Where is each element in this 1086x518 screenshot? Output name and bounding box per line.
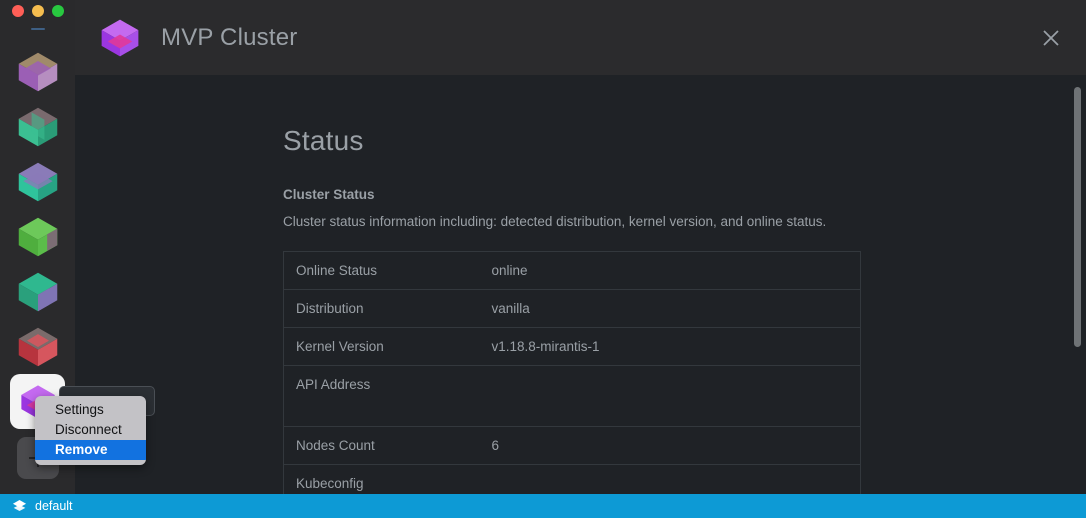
- section-description: Cluster status information including: de…: [283, 214, 827, 229]
- window-zoom-button[interactable]: [52, 5, 64, 17]
- cluster-context-menu: Settings Disconnect Remove: [35, 396, 146, 465]
- window-traffic-lights: [12, 5, 64, 17]
- table-cell-value: [479, 365, 861, 427]
- window-minimize-button[interactable]: [32, 5, 44, 17]
- table-row: Kernel Version v1.18.8-mirantis-1: [283, 327, 861, 366]
- table-cell-key: Kubeconfig: [283, 464, 480, 494]
- cube-icon: [18, 52, 57, 91]
- table-cell-key: Kernel Version: [283, 327, 480, 366]
- sidebar-hint-line: [30, 28, 45, 30]
- cube-icon: [18, 327, 57, 366]
- table-row: Online Status online: [284, 252, 861, 290]
- sidebar-item-cluster-5[interactable]: [10, 264, 65, 319]
- table-cell-key: Nodes Count: [283, 426, 480, 465]
- context-menu-item-settings[interactable]: Settings: [55, 402, 104, 417]
- table-row: Distribution vanilla: [283, 289, 861, 328]
- table-cell-key: Online Status: [296, 263, 378, 278]
- table-row: Kubeconfig: [283, 464, 861, 494]
- table-row: API Address: [283, 365, 861, 427]
- table-cell-value: 6: [479, 426, 861, 465]
- section-title: Cluster Status: [283, 187, 375, 202]
- header-bar: MVP Cluster: [75, 0, 1086, 75]
- table-cell-value: [479, 464, 861, 494]
- page-title: Status: [283, 125, 364, 156]
- cube-icon: [101, 19, 139, 56]
- cube-icon: [18, 272, 57, 311]
- sidebar-item-cluster-1[interactable]: [10, 44, 65, 99]
- table-cell-value: v1.18.8-mirantis-1: [479, 327, 861, 366]
- table-row: Nodes Count 6: [283, 426, 861, 465]
- sidebar-item-cluster-6[interactable]: [10, 319, 65, 374]
- context-menu-item-disconnect[interactable]: Disconnect: [55, 422, 122, 437]
- context-menu-item-remove[interactable]: Remove: [35, 440, 146, 460]
- vertical-scrollbar[interactable]: [1074, 87, 1081, 347]
- table-cell-key: Distribution: [283, 289, 480, 328]
- status-bar: default: [0, 494, 1086, 518]
- table-cell-value: vanilla: [479, 289, 861, 328]
- sidebar-item-cluster-4[interactable]: [10, 209, 65, 264]
- content-area: Status Cluster Status Cluster status inf…: [75, 75, 1086, 494]
- status-bar-label: default: [35, 499, 73, 513]
- cube-icon: [18, 162, 57, 201]
- table-cell-key: API Address: [283, 365, 480, 427]
- layers-icon: [12, 499, 27, 511]
- window-close-button[interactable]: [12, 5, 24, 17]
- sidebar-item-cluster-3[interactable]: [10, 154, 65, 209]
- close-icon: [1043, 29, 1059, 46]
- sidebar-item-cluster-2[interactable]: [10, 99, 65, 154]
- page-title-header: MVP Cluster: [161, 23, 298, 51]
- cluster-status-table: Online Status online Distribution vanilla Ke…: [283, 251, 861, 494]
- close-button[interactable]: [1034, 21, 1068, 55]
- table-cell-value: online: [491, 263, 528, 278]
- cube-icon: [18, 107, 57, 146]
- cube-icon: [18, 217, 57, 256]
